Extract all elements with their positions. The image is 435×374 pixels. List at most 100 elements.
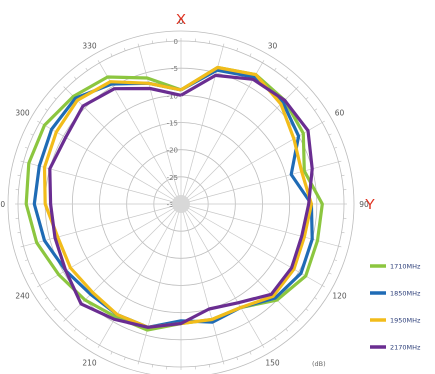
grid-spoke [180,203,323,286]
minor-tick [97,60,100,63]
minor-tick [328,133,332,136]
minor-tick [97,345,100,348]
angle-tick-label: 60 [335,109,345,118]
minor-tick [74,76,77,80]
minor-tick [262,345,265,348]
minor-tick [296,319,299,322]
minor-tick [328,272,332,275]
grid-spoke [39,203,182,286]
minor-tick [236,357,239,361]
legend-label: 1710MHz [390,263,421,271]
minor-tick [85,337,88,341]
grid-spoke [180,203,224,362]
grid-spoke [99,62,182,205]
minor-tick [24,259,28,262]
angle-tick-label: 240 [15,292,30,301]
minor-tick [305,97,309,100]
minor-tick [285,328,288,332]
minor-tick [110,351,113,355]
angle-tick-label: 210 [82,358,97,367]
unit-label: (dB) [312,360,326,368]
angle-tick-label: 300 [15,109,30,118]
minor-tick [262,60,265,63]
grid-spoke [65,203,182,320]
minor-tick [341,232,345,234]
minor-tick [20,160,24,163]
minor-tick [151,364,153,368]
radial-tick-label: -10 [167,92,178,100]
legend-label: 1950MHz [390,317,421,325]
minor-tick [63,319,66,322]
minor-tick [110,53,113,57]
minor-tick [274,337,277,341]
minor-tick [296,86,299,89]
minor-tick [44,108,48,111]
minor-tick [63,86,66,89]
grid-spoke [138,203,182,362]
angle-tick-label: 330 [82,42,97,51]
minor-tick [209,40,211,44]
minor-tick [236,47,239,51]
minor-tick [37,285,40,288]
grid-spoke [180,46,224,205]
minor-tick [53,308,57,311]
legend-label: 1850MHz [390,290,421,298]
outer-ring [7,30,355,374]
radial-tick-label: -25 [167,174,178,182]
minor-tick [305,308,309,311]
minor-tick [338,245,342,248]
angle-tick-label: 0 [179,17,184,26]
radial-tick-label: 0 [174,38,178,46]
center-hub [172,195,190,213]
minor-tick [249,351,252,355]
grid-spoke [138,46,182,205]
legend: 1710MHz 1850MHz 1950MHz 2170MHz [370,263,421,352]
grid-spoke [39,122,182,205]
minor-tick [222,43,225,47]
minor-tick [37,120,40,123]
y-axis-letter: Y [365,196,375,213]
legend-label: 2170MHz [390,344,421,352]
grid-spoke [65,88,182,205]
minor-tick [209,364,211,368]
minor-tick [137,43,140,47]
x-axis-letter: X [176,11,186,28]
angle-tick-label: 30 [268,42,278,51]
minor-tick [151,40,153,44]
angle-tick-label: 120 [332,292,347,301]
minor-tick [338,160,342,163]
minor-tick [322,285,325,288]
minor-tick [85,67,88,71]
minor-tick [123,47,126,51]
minor-tick [314,297,318,300]
minor-tick [17,232,21,234]
minor-tick [341,174,345,176]
minor-tick [334,259,338,262]
radial-tick-label: -5 [171,65,178,73]
minor-tick [334,146,338,149]
minor-tick [314,108,318,111]
minor-tick [30,133,34,136]
minor-tick [30,272,34,275]
radial-tick-label: -15 [167,120,178,128]
minor-tick [24,146,28,149]
angle-tick-labels: 0306090120150180210240270300330 [0,17,369,367]
series-line-1 [32,68,314,329]
angle-tick-label: 90 [359,200,369,209]
angle-tick-label: 150 [265,358,280,367]
minor-tick [123,357,126,361]
minor-tick [322,120,325,123]
radial-tick-labels: 0-5-10-15-20-25-30 [167,38,178,209]
series-line-3 [48,73,314,329]
minor-tick [222,361,225,365]
minor-tick [249,53,252,57]
angle-tick-label: 270 [0,200,5,209]
grid-spoke [180,203,263,346]
minor-tick [20,245,24,248]
minor-tick [53,97,57,100]
grid-spoke [99,203,182,346]
minor-tick [44,297,48,300]
minor-tick [137,361,140,365]
series-lines [24,65,324,332]
